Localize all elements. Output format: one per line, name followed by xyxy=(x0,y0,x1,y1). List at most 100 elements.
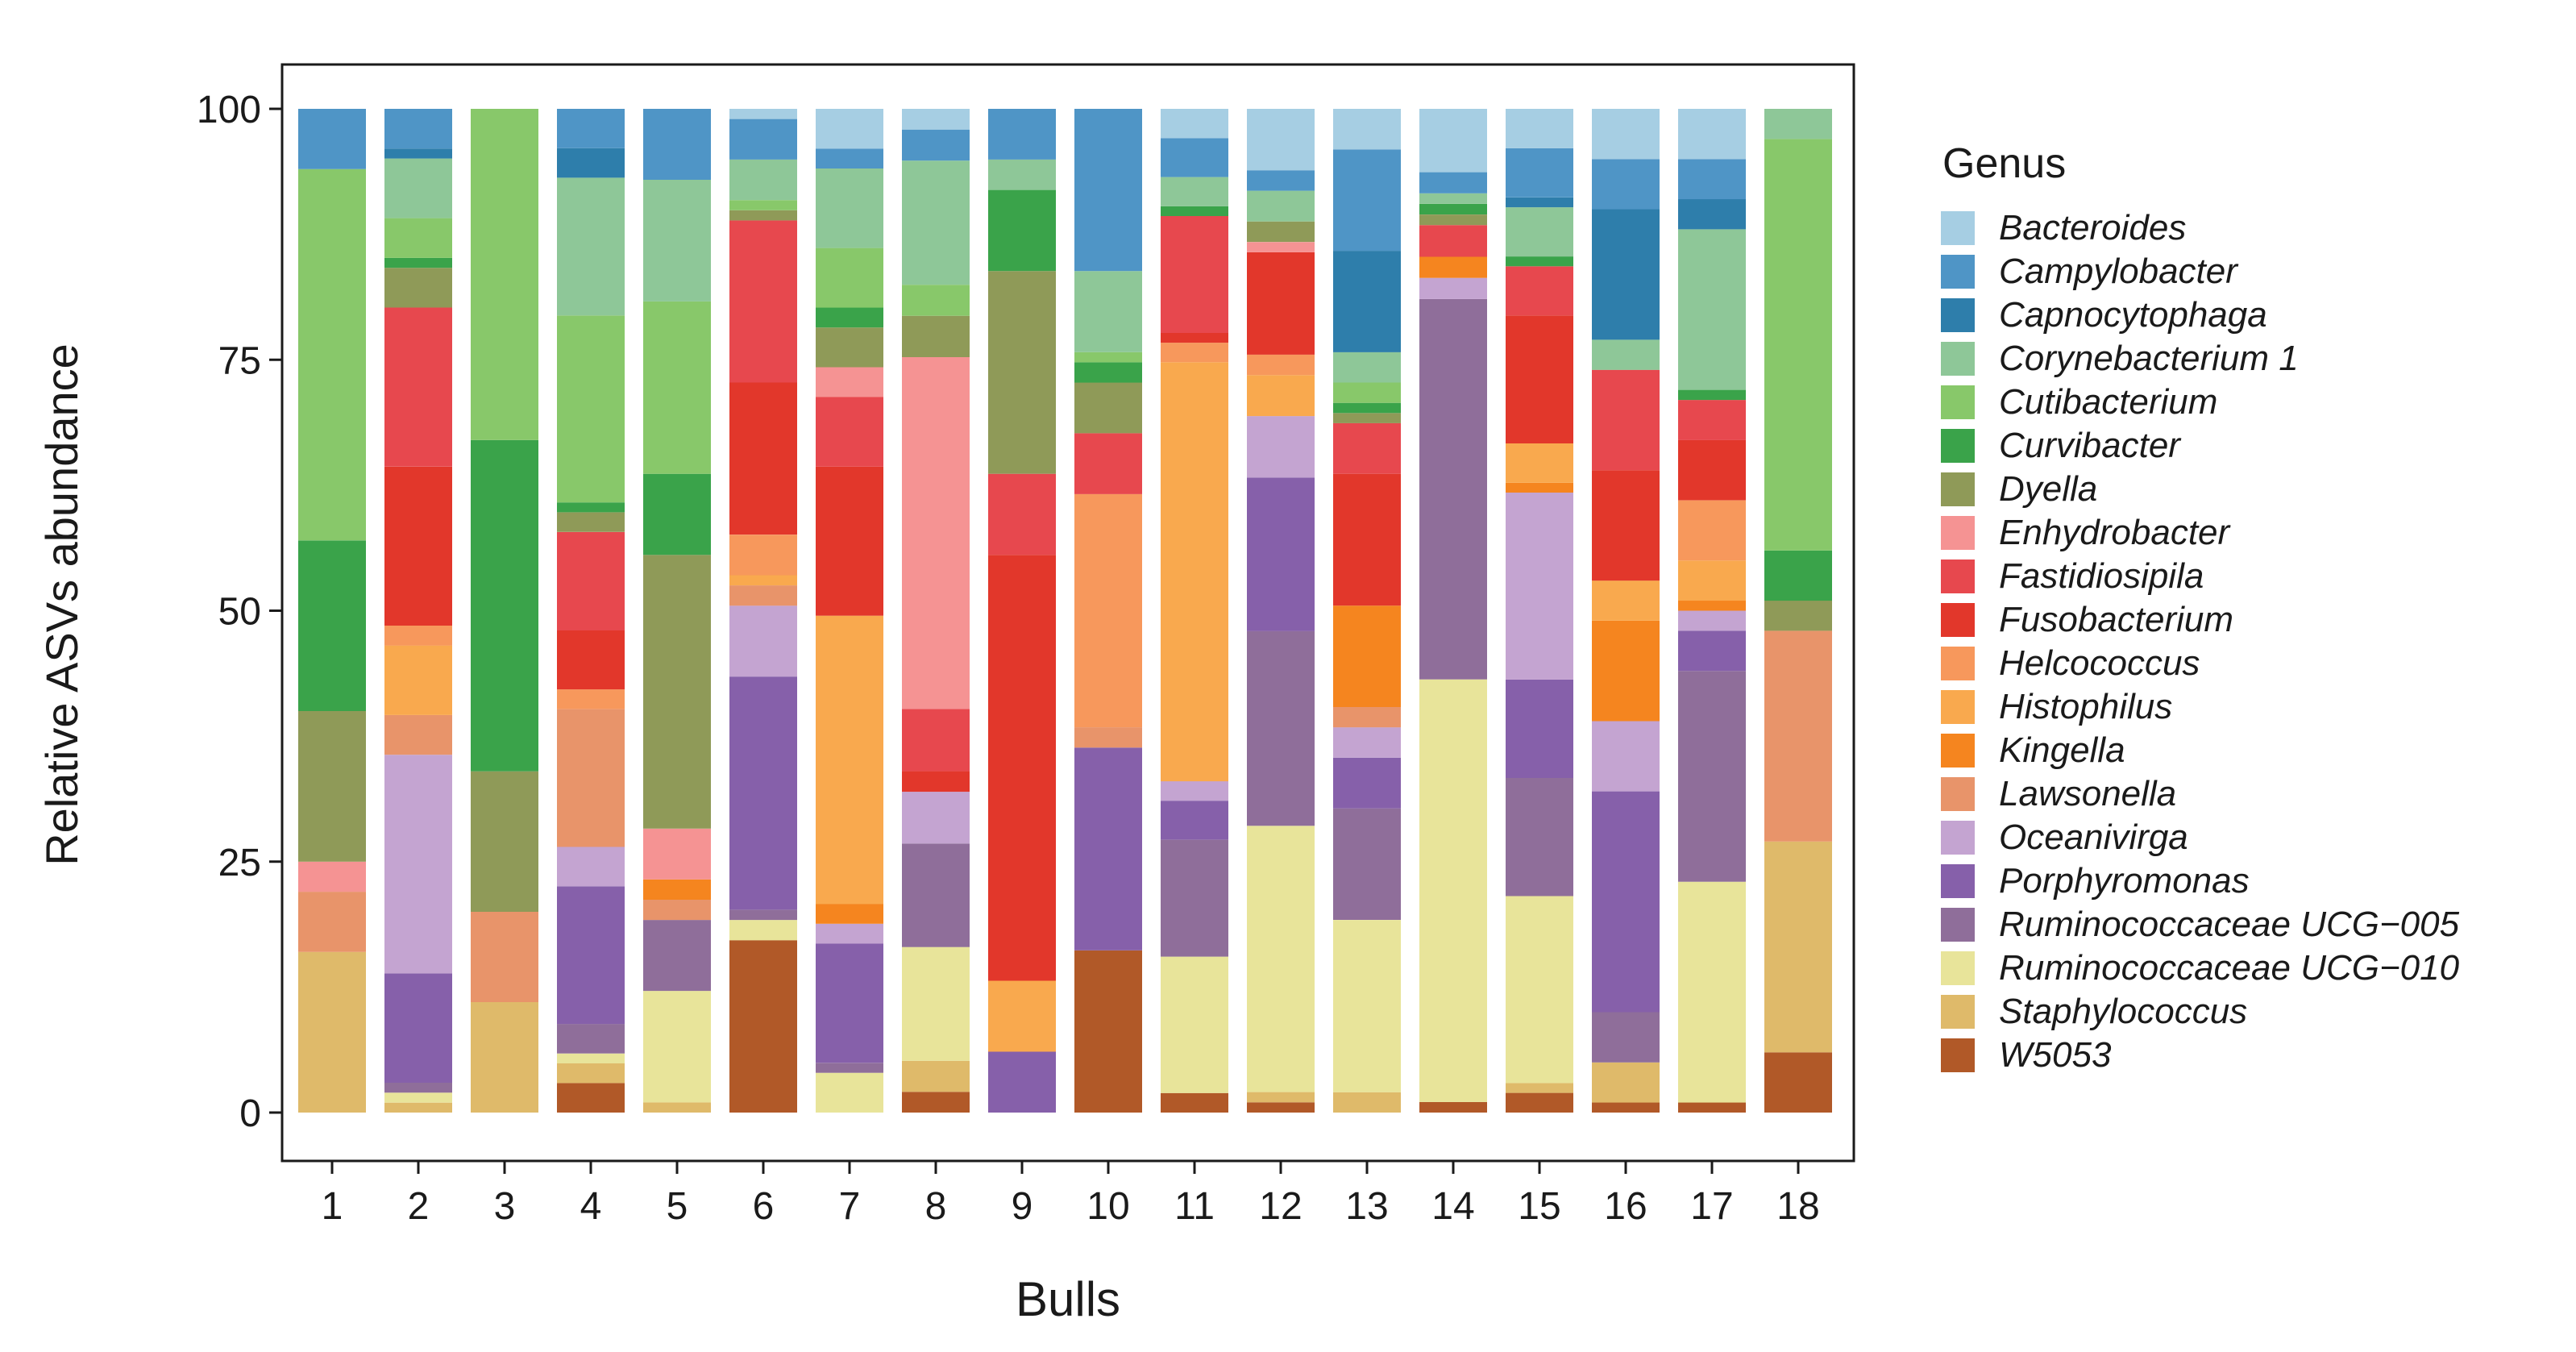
bar-segment xyxy=(298,861,366,892)
legend-swatch xyxy=(1941,734,1975,768)
bar-segment xyxy=(643,555,711,829)
legend-swatch xyxy=(1941,255,1975,289)
bar-segment xyxy=(1247,826,1315,1092)
legend-label: Capnocytophaga xyxy=(1999,295,2267,335)
bar-segment xyxy=(902,1092,970,1113)
legend: Genus Bacteroides Campylobacter Capnocytop… xyxy=(1941,140,2460,1075)
bar-segment xyxy=(816,943,883,1063)
bar-segment xyxy=(1333,413,1401,423)
bar-segment xyxy=(384,1102,452,1113)
bar-segment xyxy=(298,951,366,1113)
x-tick-label: 7 xyxy=(839,1185,861,1228)
bar-segment xyxy=(902,129,970,161)
bar-segment xyxy=(1419,1101,1487,1113)
bar-segment xyxy=(557,109,625,148)
bar-segment xyxy=(1592,339,1660,370)
legend-label: Cutibacterium xyxy=(1999,382,2217,422)
bar-segment xyxy=(1247,1102,1315,1113)
bar-segment xyxy=(988,271,1056,474)
bar-segment xyxy=(1506,207,1573,257)
bar-segment xyxy=(1764,601,1832,631)
legend-swatch xyxy=(1941,777,1975,811)
bar-segment xyxy=(1592,159,1660,210)
bar-segment xyxy=(1506,1092,1573,1113)
x-tick-label: 4 xyxy=(580,1185,602,1228)
legend-swatch xyxy=(1941,647,1975,680)
bar-segment xyxy=(384,466,452,626)
bar-segment xyxy=(471,771,538,912)
legend-swatch xyxy=(1941,429,1975,463)
x-tick-label: 10 xyxy=(1086,1185,1129,1228)
bar-segment xyxy=(557,502,625,513)
legend-label: Bacteroides xyxy=(1999,208,2186,248)
bar-segment xyxy=(1678,1102,1746,1113)
bar-segment xyxy=(729,605,797,677)
bar-segment xyxy=(988,473,1056,555)
legend-swatch xyxy=(1941,560,1975,593)
bar-segment xyxy=(557,148,625,178)
bar-segment xyxy=(1506,315,1573,443)
bar-segment xyxy=(1506,482,1573,493)
bar-segment xyxy=(1506,493,1573,680)
x-tick-label: 14 xyxy=(1431,1185,1474,1228)
bar-segment xyxy=(643,1102,711,1113)
bar-segment xyxy=(1161,138,1228,177)
bar-segment xyxy=(1419,109,1487,173)
x-tick-label: 17 xyxy=(1690,1185,1733,1228)
bar-segment xyxy=(1161,333,1228,343)
bar-segment xyxy=(729,220,797,383)
bar-segment xyxy=(1333,251,1401,352)
bar-segment xyxy=(1333,1092,1401,1113)
legend-swatch xyxy=(1941,298,1975,332)
bar-segment xyxy=(384,755,452,974)
bar-segment xyxy=(384,645,452,715)
bars-group xyxy=(298,109,1832,1113)
bar-segment xyxy=(1678,500,1746,561)
bar-segment xyxy=(1506,256,1573,267)
legend-swatch xyxy=(1941,995,1975,1029)
bar-segment xyxy=(902,160,970,285)
bar-segment xyxy=(1247,416,1315,478)
bar-segment xyxy=(1074,493,1142,728)
bar-segment xyxy=(298,711,366,862)
x-tick-label: 6 xyxy=(753,1185,775,1228)
bar-segment xyxy=(1592,621,1660,722)
bar-segment xyxy=(1247,170,1315,191)
x-tick-label: 5 xyxy=(667,1185,688,1228)
bar-segment xyxy=(816,1072,883,1113)
legend-swatch xyxy=(1941,951,1975,985)
bar-segment xyxy=(902,357,970,709)
bar-segment xyxy=(1592,1062,1660,1103)
bar-segment xyxy=(298,892,366,952)
bar-segment xyxy=(816,168,883,248)
bar-segment xyxy=(902,792,970,844)
bar-segment xyxy=(1074,352,1142,363)
bar-segment xyxy=(729,382,797,535)
bar-segment xyxy=(902,285,970,316)
bar-segment xyxy=(1333,727,1401,758)
bar-segment xyxy=(902,709,970,772)
bar-segment xyxy=(298,168,366,541)
bar-segment xyxy=(643,301,711,474)
bar-segment xyxy=(729,585,797,606)
x-tick-label: 8 xyxy=(925,1185,947,1228)
bar-segment xyxy=(1419,298,1487,680)
bar-segment xyxy=(1419,193,1487,204)
bar-segment xyxy=(729,909,797,921)
legend-swatch xyxy=(1941,211,1975,245)
bar-segment xyxy=(1074,747,1142,951)
bar-segment xyxy=(1678,671,1746,882)
legend-label: Staphylococcus xyxy=(1999,992,2247,1031)
legend-label: Ruminococcaceae UCG−010 xyxy=(1999,948,2460,988)
x-tick-label: 18 xyxy=(1776,1185,1819,1228)
bar-segment xyxy=(1074,362,1142,383)
bar-segment xyxy=(1161,801,1228,840)
bar-segment xyxy=(557,177,625,316)
bar-segment xyxy=(988,159,1056,190)
y-axis-label: Relative ASVs abundance xyxy=(36,343,87,866)
bar-segment xyxy=(816,109,883,149)
bar-segment xyxy=(1333,473,1401,606)
bar-segment xyxy=(1506,778,1573,896)
bar-segment xyxy=(1333,808,1401,920)
bar-segment xyxy=(643,109,711,180)
